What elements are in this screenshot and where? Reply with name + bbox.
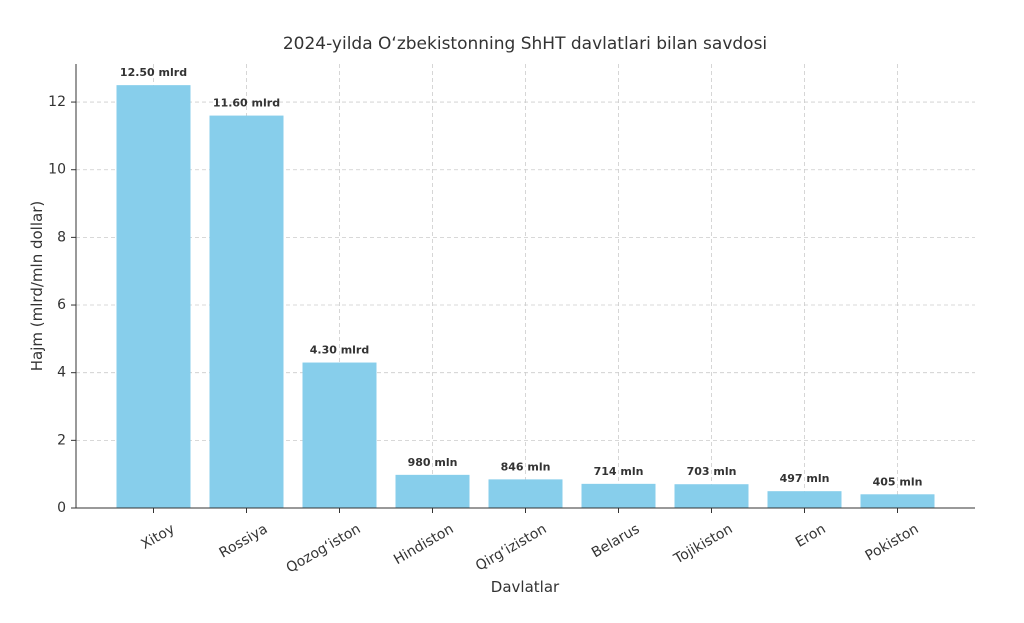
- bar: [209, 115, 284, 509]
- y-tick-label: 12: [48, 94, 66, 110]
- value-label: 980 mln: [408, 456, 458, 469]
- x-tick-label: Tojikiston: [671, 521, 736, 568]
- y-tick-label: 8: [57, 229, 66, 245]
- x-tick-label: Qirg‘iziston: [473, 521, 550, 574]
- y-tick-label: 10: [48, 162, 66, 178]
- x-tick-label: Qozog‘iston: [284, 521, 364, 576]
- bar: [488, 479, 563, 508]
- y-tick-label: 4: [57, 365, 66, 381]
- y-axis-label: Hajm (mlrd/mln dollar): [28, 201, 46, 371]
- value-label: 714 mln: [594, 465, 644, 478]
- bar: [116, 85, 191, 509]
- bar: [767, 491, 842, 508]
- value-label: 11.60 mlrd: [213, 97, 280, 110]
- value-label: 4.30 mlrd: [310, 344, 370, 357]
- x-tick-label: Xitoy: [138, 521, 177, 553]
- x-tick-label: Belarus: [589, 521, 643, 561]
- value-label: 12.50 mlrd: [120, 66, 187, 79]
- x-tick-label: Hindiston: [391, 521, 456, 568]
- x-tick-label: Pokiston: [863, 521, 922, 564]
- x-tick-label: Eron: [793, 521, 828, 551]
- value-label: 497 mln: [780, 472, 830, 485]
- bar: [302, 362, 377, 508]
- bar: [860, 494, 935, 508]
- y-tick-label: 2: [57, 432, 66, 448]
- value-label: 846 mln: [501, 460, 551, 473]
- value-label: 405 mln: [873, 475, 923, 488]
- value-label: 703 mln: [687, 465, 737, 478]
- chart-title: 2024-yilda O‘zbekistonning ShHT davlatla…: [283, 34, 767, 54]
- bar: [581, 483, 656, 508]
- x-axis-label: Davlatlar: [491, 578, 560, 596]
- x-tick-label: Rossiya: [217, 521, 271, 561]
- bar: [674, 484, 749, 508]
- y-tick-label: 6: [57, 297, 66, 313]
- bar: [395, 474, 470, 508]
- y-tick-label: 0: [57, 500, 66, 516]
